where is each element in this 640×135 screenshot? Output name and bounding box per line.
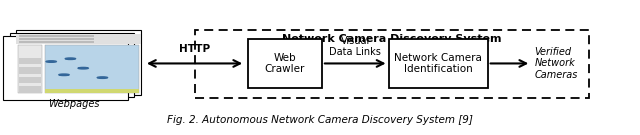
Bar — [19, 67, 41, 74]
Circle shape — [97, 77, 108, 78]
Text: Visual
Data Links: Visual Data Links — [329, 36, 381, 57]
Bar — [16, 30, 141, 95]
Bar — [19, 86, 41, 93]
Text: HTTP: HTTP — [179, 44, 210, 54]
Text: Webpages: Webpages — [48, 99, 99, 109]
Text: Web
Crawler: Web Crawler — [264, 53, 305, 74]
Bar — [19, 38, 94, 40]
Bar — [45, 45, 139, 93]
Bar — [248, 39, 322, 88]
Text: Fig. 2. Autonomous Network Camera Discovery System [9]: Fig. 2. Autonomous Network Camera Discov… — [167, 115, 473, 125]
Bar — [19, 77, 41, 83]
Text: Verified
Network
Cameras: Verified Network Cameras — [534, 47, 578, 80]
Circle shape — [59, 74, 69, 76]
Bar — [16, 34, 141, 44]
Circle shape — [65, 58, 76, 60]
Bar — [45, 89, 139, 93]
Bar — [3, 36, 128, 100]
Bar — [19, 41, 94, 43]
Bar — [19, 35, 94, 37]
Text: Network Camera
Identification: Network Camera Identification — [394, 53, 483, 74]
Bar — [18, 45, 42, 93]
Text: Network Camera Discovery System: Network Camera Discovery System — [282, 34, 502, 44]
Bar — [389, 39, 488, 88]
Bar — [195, 30, 589, 98]
Bar — [19, 58, 41, 64]
Bar — [10, 33, 134, 97]
Circle shape — [46, 61, 56, 62]
Circle shape — [78, 67, 88, 69]
